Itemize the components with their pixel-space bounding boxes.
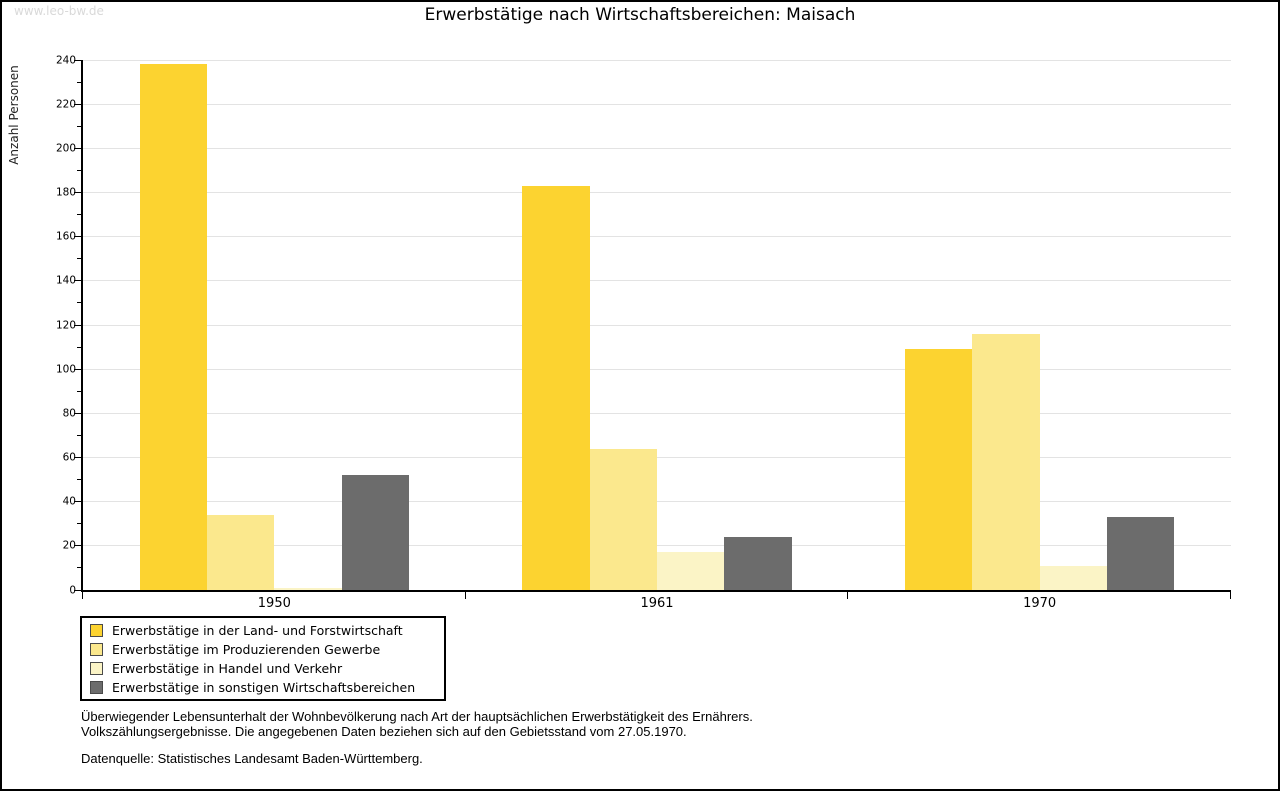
footnote-line-1: Überwiegender Lebensunterhalt der Wohnbe… — [81, 709, 753, 724]
y-axis-tick-label: 100 — [55, 362, 76, 375]
legend-box: Erwerbstätige in der Land- und Forstwirt… — [80, 616, 446, 701]
chart-title: Erwerbstätige nach Wirtschaftsbereichen:… — [424, 5, 856, 25]
y-axis-minor-tick — [77, 169, 81, 171]
y-axis-tick-label: 80 — [62, 407, 76, 420]
x-axis-tick — [1230, 592, 1231, 599]
y-axis-tick-label: 120 — [55, 318, 76, 331]
y-axis-tick-label: 160 — [55, 230, 76, 243]
legend-item-4: Erwerbstätige in sonstigen Wirtschaftsbe… — [82, 678, 444, 697]
bar-series3-1961 — [656, 552, 725, 590]
bar-series2-1961 — [589, 448, 657, 590]
legend-swatch — [90, 662, 103, 675]
y-axis-tick-label: 20 — [62, 539, 76, 552]
y-axis-minor-tick — [77, 523, 81, 525]
y-axis-major-tick — [74, 368, 81, 370]
bar-series3-1950 — [274, 587, 342, 590]
y-axis-minor-tick — [77, 567, 81, 569]
plot-area: 0 20 40 60 80 100 120 140 160 180 200 220 240 1950 196… — [56, 55, 1231, 611]
y-axis-tick-label: 180 — [55, 186, 76, 199]
bar-series1-1950 — [139, 64, 208, 590]
y-axis-major-tick — [74, 280, 81, 282]
footnote-text: Überwiegender Lebensunterhalt der Wohnbe… — [81, 709, 753, 739]
y-axis-tick-label: 60 — [62, 451, 76, 464]
bar-series2-1950 — [207, 514, 275, 590]
y-axis-minor-tick — [77, 346, 81, 348]
y-axis-major-tick — [74, 236, 81, 238]
y-axis-major-tick — [74, 501, 81, 503]
gridline — [83, 103, 1231, 105]
gridline — [83, 192, 1231, 193]
y-axis-minor-tick — [77, 434, 81, 436]
y-axis-minor-tick — [77, 302, 81, 304]
bar-series3-1970 — [1039, 565, 1107, 590]
gridline — [83, 324, 1231, 326]
data-source-text: Datenquelle: Statistisches Landesamt Bad… — [81, 751, 423, 766]
y-axis-minor-tick — [77, 258, 81, 260]
y-axis-minor-tick — [77, 125, 81, 127]
footnote-line-2: Volkszählungsergebnisse. Die angegebenen… — [81, 723, 687, 739]
y-axis-minor-tick — [77, 479, 81, 481]
legend-item-2: Erwerbstätige im Produzierenden Gewerbe — [82, 640, 444, 659]
bar-series4-1970 — [1106, 517, 1175, 590]
legend-item-3: Erwerbstätige in Handel und Verkehr — [82, 659, 444, 678]
gridline — [83, 280, 1231, 282]
bar-group-1950 — [83, 60, 466, 590]
bar-series1-1961 — [522, 185, 590, 590]
y-axis-minor-tick — [77, 214, 81, 216]
x-axis-category-label: 1970 — [1023, 596, 1057, 611]
bar-group-1961 — [466, 60, 849, 590]
y-axis-tick-label: 140 — [55, 274, 76, 287]
legend-label: Erwerbstätige in der Land- und Forstwirt… — [112, 623, 403, 638]
y-axis-tick-label: 0 — [69, 583, 76, 596]
y-axis-tick-label: 40 — [62, 495, 76, 508]
y-axis-major-tick — [74, 59, 81, 61]
legend-label: Erwerbstätige im Produzierenden Gewerbe — [112, 642, 381, 657]
legend-swatch — [90, 681, 103, 694]
bar-series1-1970 — [905, 349, 973, 590]
y-axis-minor-tick — [77, 81, 81, 83]
gridline — [83, 368, 1231, 370]
gridline — [83, 501, 1231, 503]
legend-label: Erwerbstätige in Handel und Verkehr — [112, 661, 343, 676]
y-axis-major-tick — [74, 103, 81, 105]
legend-swatch — [90, 643, 103, 656]
y-axis-tick-label: 220 — [55, 97, 76, 110]
bar-group-1970 — [848, 60, 1231, 590]
bar-series4-1961 — [724, 537, 792, 590]
y-axis-label: Anzahl Personen — [7, 65, 21, 165]
y-axis-major-tick — [74, 545, 81, 547]
legend-label: Erwerbstätige in sonstigen Wirtschaftsbe… — [112, 680, 416, 695]
gridline — [83, 412, 1231, 414]
x-axis-category-label: 1950 — [257, 596, 291, 611]
bar-series2-1970 — [972, 333, 1040, 590]
y-axis-major-tick — [74, 457, 81, 458]
watermark: www.leo-bw.de — [14, 4, 104, 18]
y-axis-major-tick — [74, 192, 81, 193]
gridline — [83, 545, 1231, 547]
x-axis-tick — [847, 592, 849, 599]
gridline — [83, 457, 1231, 458]
bar-series4-1950 — [341, 475, 409, 590]
y-axis-major-tick — [74, 147, 81, 149]
y-axis-major-tick — [74, 324, 81, 326]
x-axis-category-label: 1961 — [640, 596, 674, 611]
legend-swatch — [90, 624, 103, 637]
gridline — [83, 236, 1231, 238]
y-axis-major-tick — [74, 589, 81, 591]
y-axis-minor-tick — [77, 390, 81, 392]
y-axis-major-tick — [74, 412, 81, 414]
y-axis-tick-label: 200 — [55, 142, 76, 155]
gridline — [83, 147, 1231, 149]
y-axis-tick-label: 240 — [55, 53, 76, 66]
gridline — [83, 59, 1231, 61]
x-axis-tick — [464, 592, 466, 599]
legend-item-1: Erwerbstätige in der Land- und Forstwirt… — [82, 621, 444, 640]
x-axis-tick — [82, 592, 83, 599]
